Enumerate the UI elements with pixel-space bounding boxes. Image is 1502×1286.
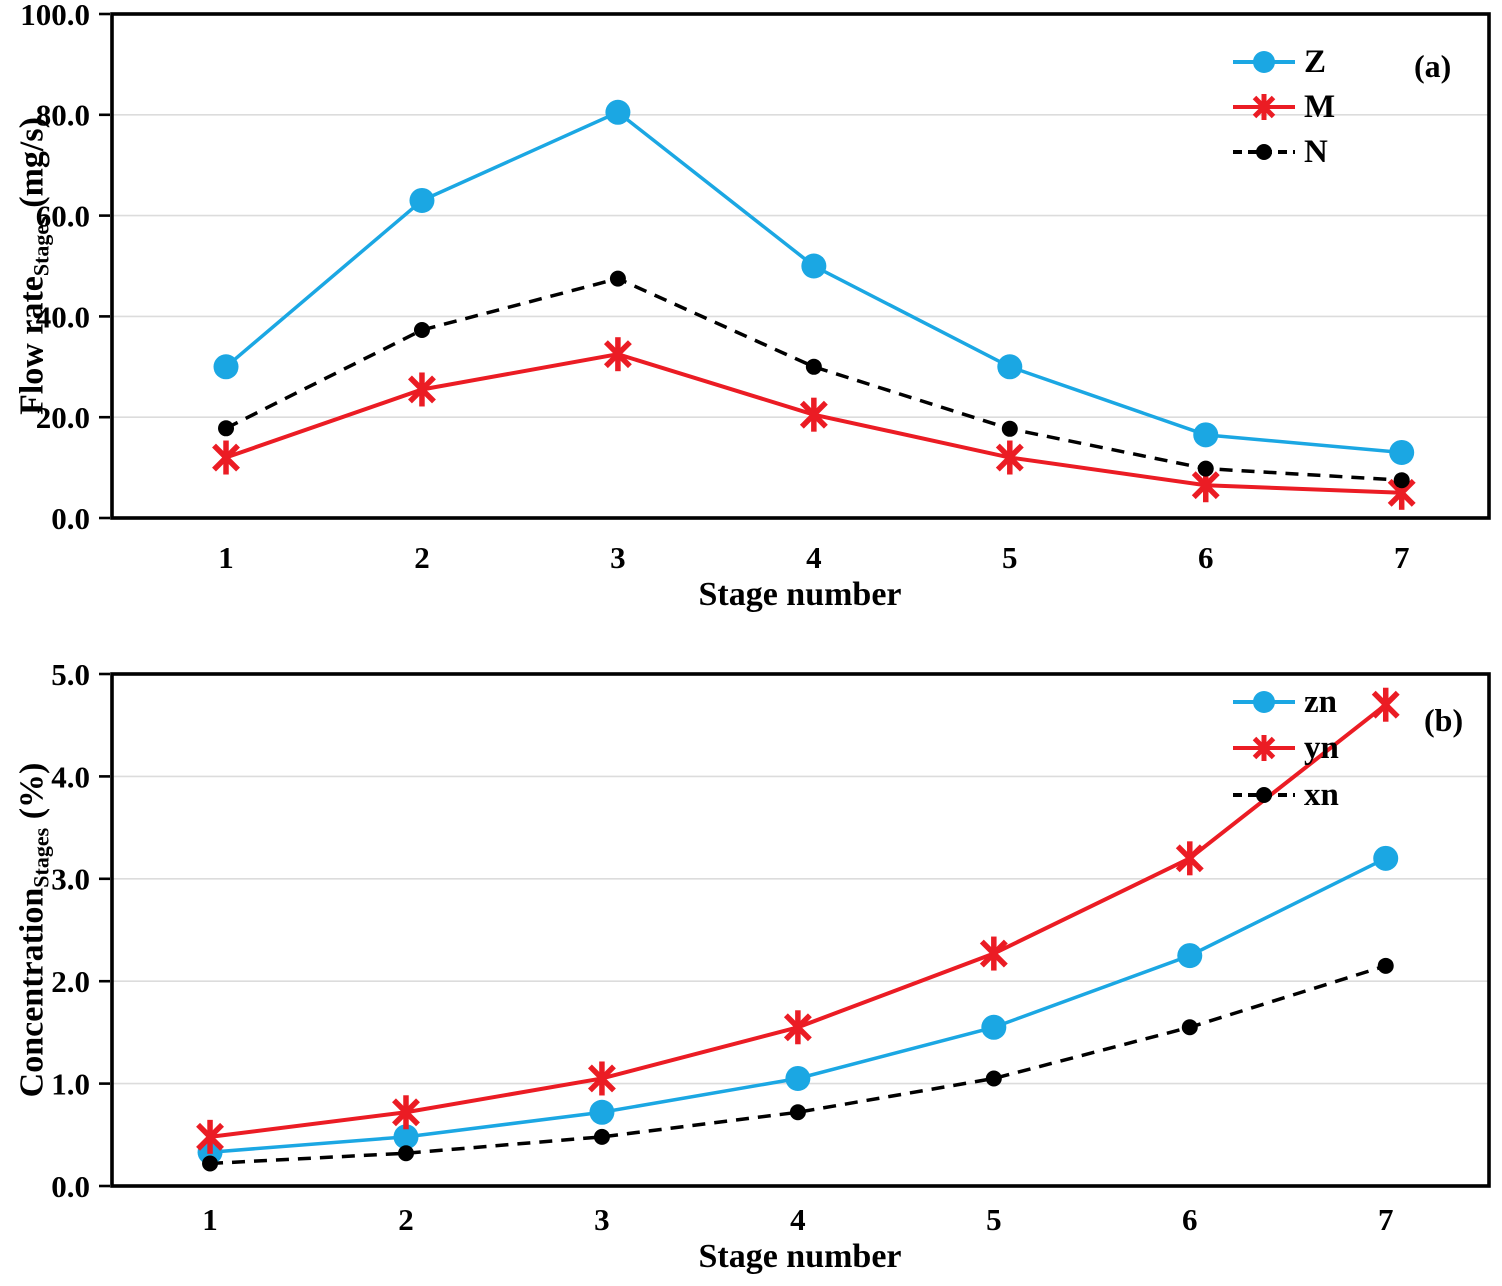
y-axis-title-unit: (%) bbox=[13, 762, 51, 828]
chart-b-plot-canvas: 0.0 1.0 2.0 3.0 4.0 5.0 1 2 3 4 5 6 7 bbox=[51, 657, 1491, 1237]
legend-entry-zn: zn bbox=[1232, 685, 1337, 719]
legend-marker-asterisk-icon bbox=[1233, 94, 1295, 120]
svg-text:7: 7 bbox=[1394, 540, 1410, 575]
svg-text:40.0: 40.0 bbox=[36, 299, 90, 334]
legend-entry-yn: yn bbox=[1232, 731, 1339, 765]
svg-text:0.0: 0.0 bbox=[51, 501, 90, 536]
legend-marker-circle-icon bbox=[1233, 51, 1295, 73]
legend-marker-dot-dashed-icon bbox=[1233, 144, 1295, 160]
legend-entry-xn: xn bbox=[1232, 778, 1339, 812]
svg-text:3: 3 bbox=[610, 540, 626, 575]
chart-a-plot-canvas: 0.0 20.0 40.0 60.0 80.0 100.0 1 2 3 4 5 6 7 bbox=[20, 0, 1491, 575]
legend-label: zn bbox=[1304, 684, 1337, 720]
svg-text:5: 5 bbox=[986, 1202, 1002, 1237]
y-axis-title-subscript: Stages bbox=[28, 827, 54, 888]
y-axis-title-text: Flow rate bbox=[13, 276, 51, 415]
svg-text:2.0: 2.0 bbox=[51, 964, 90, 999]
svg-text:6: 6 bbox=[1182, 1202, 1198, 1237]
svg-text:4.0: 4.0 bbox=[51, 759, 90, 794]
legend-entry-M: M bbox=[1232, 90, 1335, 124]
svg-text:4: 4 bbox=[806, 540, 822, 575]
legend-entry-N: N bbox=[1232, 135, 1328, 169]
svg-text:5: 5 bbox=[1002, 540, 1018, 575]
svg-text:4: 4 bbox=[790, 1202, 806, 1237]
y-axis-title-unit: (mg/s) bbox=[13, 117, 51, 217]
svg-text:20.0: 20.0 bbox=[36, 400, 90, 435]
y-axis-title-subscript: Stages bbox=[28, 216, 54, 277]
legend-entry-Z: Z bbox=[1232, 45, 1326, 79]
svg-text:5.0: 5.0 bbox=[51, 657, 90, 692]
legend-label: xn bbox=[1304, 777, 1339, 813]
legend-label: N bbox=[1304, 134, 1328, 170]
svg-text:2: 2 bbox=[398, 1202, 414, 1237]
svg-text:60.0: 60.0 bbox=[36, 198, 90, 233]
svg-text:0.0: 0.0 bbox=[51, 1169, 90, 1204]
chart-b-panel-label: (b) bbox=[1424, 702, 1464, 738]
chart-panel-a: 0.0 20.0 40.0 60.0 80.0 100.0 1 2 3 4 5 6 7 Flow rat… bbox=[0, 0, 1502, 640]
legend-label: yn bbox=[1304, 730, 1339, 766]
legend-marker-asterisk-icon bbox=[1233, 735, 1295, 761]
svg-text:7: 7 bbox=[1378, 1202, 1394, 1237]
svg-text:3.0: 3.0 bbox=[51, 862, 90, 897]
svg-text:1.0: 1.0 bbox=[51, 1066, 90, 1101]
chart-a-y-axis-title: Flow rateStages (mg/s) bbox=[14, 117, 55, 415]
legend-marker-circle-icon bbox=[1233, 691, 1295, 713]
chart-b-x-axis-title: Stage number bbox=[698, 1238, 902, 1275]
svg-text:3: 3 bbox=[594, 1202, 610, 1237]
legend-marker-dot-dashed-icon bbox=[1233, 787, 1295, 803]
y-axis-title-text: Concentration bbox=[13, 887, 51, 1098]
svg-text:6: 6 bbox=[1198, 540, 1214, 575]
svg-text:2: 2 bbox=[414, 540, 430, 575]
svg-text:80.0: 80.0 bbox=[36, 98, 90, 133]
svg-text:100.0: 100.0 bbox=[20, 0, 90, 32]
chart-a-x-axis-title: Stage number bbox=[698, 576, 902, 613]
chart-b-y-axis-title: ConcentrationStages (%) bbox=[14, 763, 55, 1098]
svg-text:1: 1 bbox=[202, 1202, 218, 1237]
chart-panel-b: 0.0 1.0 2.0 3.0 4.0 5.0 1 2 3 4 5 6 7 ConcentrationS… bbox=[0, 640, 1502, 1286]
legend-label: Z bbox=[1304, 44, 1327, 80]
chart-a-panel-label: (a) bbox=[1414, 48, 1452, 84]
svg-text:1: 1 bbox=[218, 540, 234, 575]
legend-label: M bbox=[1304, 89, 1336, 125]
